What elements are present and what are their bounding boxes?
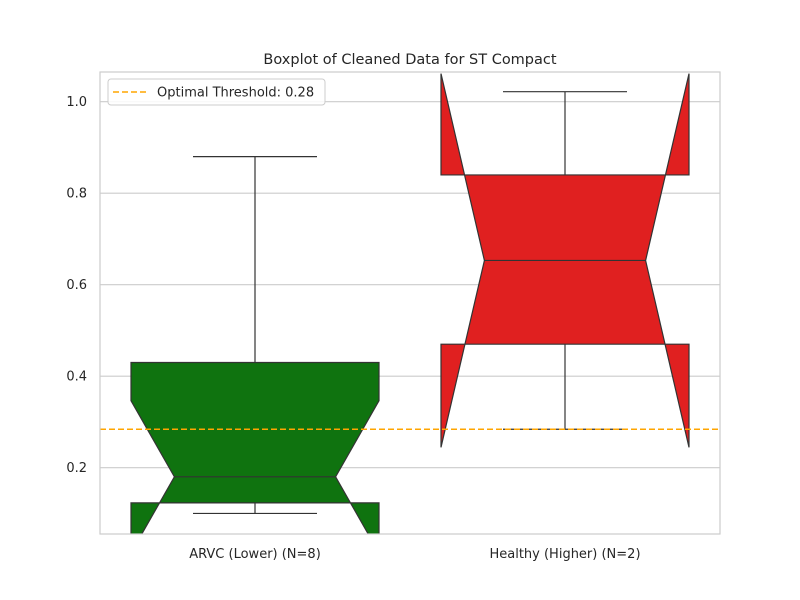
chart-title: Boxplot of Cleaned Data for ST Compact	[263, 52, 556, 68]
legend-threshold-label: Optimal Threshold: 0.28	[157, 86, 314, 101]
legend: Optimal Threshold: 0.28	[107, 78, 326, 106]
y-tick-label: 0.4	[66, 370, 87, 385]
x-axis: ARVC (Lower) (N=8) Healthy (Higher) (N=2)	[189, 547, 640, 562]
legend-box	[107, 78, 326, 106]
y-axis: 0.2 0.4 0.6 0.8 1.0	[66, 95, 87, 476]
x-tick-label: ARVC (Lower) (N=8)	[189, 547, 321, 562]
box-1	[440, 73, 690, 448]
box-series	[130, 73, 690, 534]
y-tick-label: 1.0	[66, 95, 87, 110]
box-0	[130, 156, 380, 534]
y-tick-label: 0.2	[66, 461, 87, 476]
y-tick-label: 0.8	[66, 187, 87, 202]
x-tick-label: Healthy (Higher) (N=2)	[489, 547, 640, 562]
plot-frame	[99, 71, 721, 535]
notched-box	[130, 361, 380, 534]
y-tick-label: 0.6	[66, 278, 87, 293]
